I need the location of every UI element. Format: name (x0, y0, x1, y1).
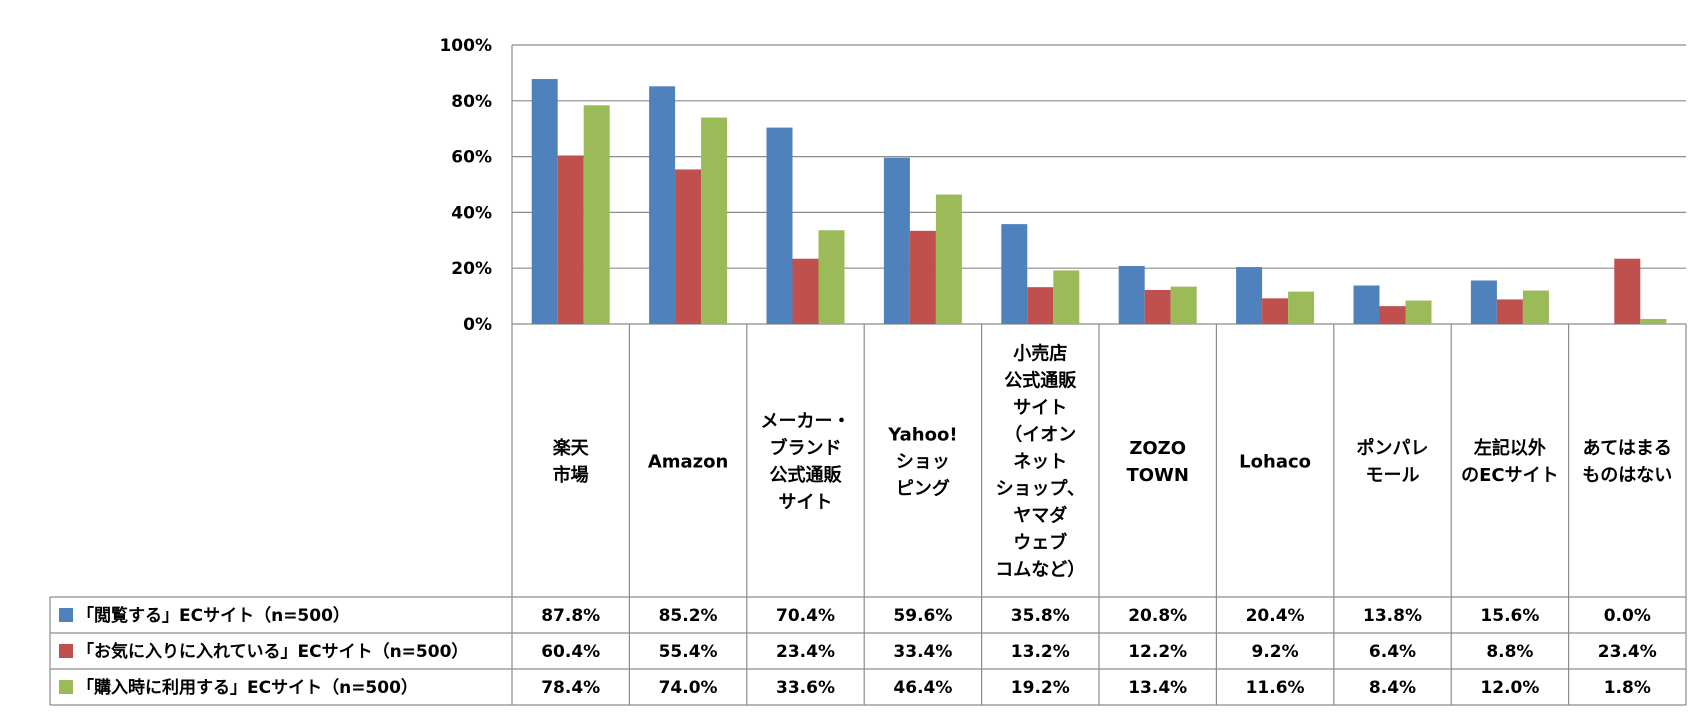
bar (1288, 291, 1315, 324)
bar (1640, 318, 1667, 324)
table-cell-value: 60.4% (541, 642, 600, 662)
y-tick-label: 20% (451, 259, 492, 279)
bar (1001, 224, 1028, 324)
category-label: あてはまるものはない (1582, 438, 1672, 486)
table-cell-value: 9.2% (1252, 642, 1299, 662)
bar (1496, 299, 1523, 324)
bar (1236, 267, 1263, 324)
data-table-values: 87.8% 85.2% 70.4% 59.6% 35.8% 20.8% 20.4% 13.8%… (541, 606, 1657, 698)
bar (1027, 287, 1054, 324)
bar (1470, 280, 1497, 324)
bar (935, 194, 962, 324)
table-cell-value: 15.6% (1480, 606, 1539, 626)
category-label: ポンパレモール (1357, 437, 1429, 486)
bar (1144, 289, 1171, 324)
table-cell-value: 13.4% (1128, 678, 1187, 698)
table-cell-value: 74.0% (659, 678, 718, 698)
legend-label: 「閲覧する」ECサイト（n=500） (77, 605, 350, 626)
y-tick-label: 80% (451, 92, 492, 112)
table-cell-value: 6.4% (1369, 642, 1416, 662)
table-cell-value: 23.4% (776, 642, 835, 662)
category-label: ZOZO TOWN (1126, 438, 1189, 486)
bar (557, 155, 584, 324)
table-cell-value: 8.8% (1486, 642, 1533, 662)
legend-swatch (59, 680, 73, 694)
table-cell-value: 33.6% (776, 678, 835, 698)
table-cell-value: 23.4% (1598, 642, 1657, 662)
legend: 「閲覧する」ECサイト（n=500） 「お気に入りに入れている」ECサイト（n=5… (59, 605, 468, 698)
table-cell-value: 11.6% (1246, 678, 1305, 698)
legend-label: 「購入時に利用する」ECサイト（n=500） (77, 677, 418, 698)
table-cell-value: 55.4% (659, 642, 718, 662)
legend-swatch (59, 644, 73, 658)
y-axis-ticks: 0% 20% 40% 60% 80% 100% (439, 36, 492, 335)
y-tick-label: 100% (439, 36, 492, 56)
bar (1170, 286, 1197, 324)
bar (1262, 298, 1289, 324)
category-labels: 楽天市場 Amazon メーカー・ブランド公式通販サイト Yahoo!ショッピング小売… (553, 343, 1673, 581)
bar (1053, 270, 1080, 324)
y-tick-label: 60% (451, 148, 492, 168)
category-label: 楽天市場 (553, 437, 590, 486)
legend-swatch (59, 608, 73, 622)
table-cell-value: 20.4% (1246, 606, 1305, 626)
bar (818, 230, 845, 324)
table-cell-value: 8.4% (1369, 678, 1416, 698)
bar (701, 117, 728, 324)
bar (883, 157, 910, 324)
category-label: Amazon (648, 452, 729, 473)
bar (1405, 300, 1432, 324)
table-cell-value: 13.2% (1011, 642, 1070, 662)
bar (531, 79, 558, 325)
table-cell-value: 59.6% (893, 606, 952, 626)
bar (675, 169, 702, 324)
category-label: Yahoo!ショッピング (887, 425, 957, 500)
table-cell-value: 87.8% (541, 606, 600, 626)
bar (1353, 285, 1380, 324)
table-cell-value: 85.2% (659, 606, 718, 626)
category-label: メーカー・ブランド公式通販サイト (761, 411, 851, 513)
y-tick-label: 0% (463, 315, 492, 335)
table-cell-value: 35.8% (1011, 606, 1070, 626)
bar (583, 105, 610, 324)
table-cell-value: 12.0% (1480, 678, 1539, 698)
table-cell-value: 78.4% (541, 678, 600, 698)
table-cell-value: 12.2% (1128, 642, 1187, 662)
table-cell-value: 19.2% (1011, 678, 1070, 698)
table-cell-value: 20.8% (1128, 606, 1187, 626)
category-label: Lohaco (1239, 452, 1311, 473)
y-tick-label: 40% (451, 203, 492, 223)
table-cell-value: 33.4% (893, 642, 952, 662)
table-cell-value: 13.8% (1363, 606, 1422, 626)
category-label: 左記以外のECサイト (1461, 437, 1559, 486)
bar (1614, 258, 1641, 324)
bar (792, 258, 819, 324)
bar (766, 127, 793, 324)
category-label: 小売店公式通販サイト（イオンネットショップ、ヤマダウェブコムなど） (995, 343, 1085, 581)
table-cell-value: 46.4% (893, 678, 952, 698)
bar (1522, 290, 1549, 324)
legend-label: 「お気に入りに入れている」ECサイト（n=500） (77, 641, 468, 662)
table-cell-value: 1.8% (1604, 678, 1651, 698)
table-cell-value: 70.4% (776, 606, 835, 626)
data-table (49, 324, 1687, 706)
bar (909, 230, 936, 324)
bar (1379, 306, 1406, 324)
bar (1118, 265, 1145, 324)
table-cell-value: 0.0% (1604, 606, 1651, 626)
bar (649, 86, 676, 325)
bars (531, 79, 1667, 325)
